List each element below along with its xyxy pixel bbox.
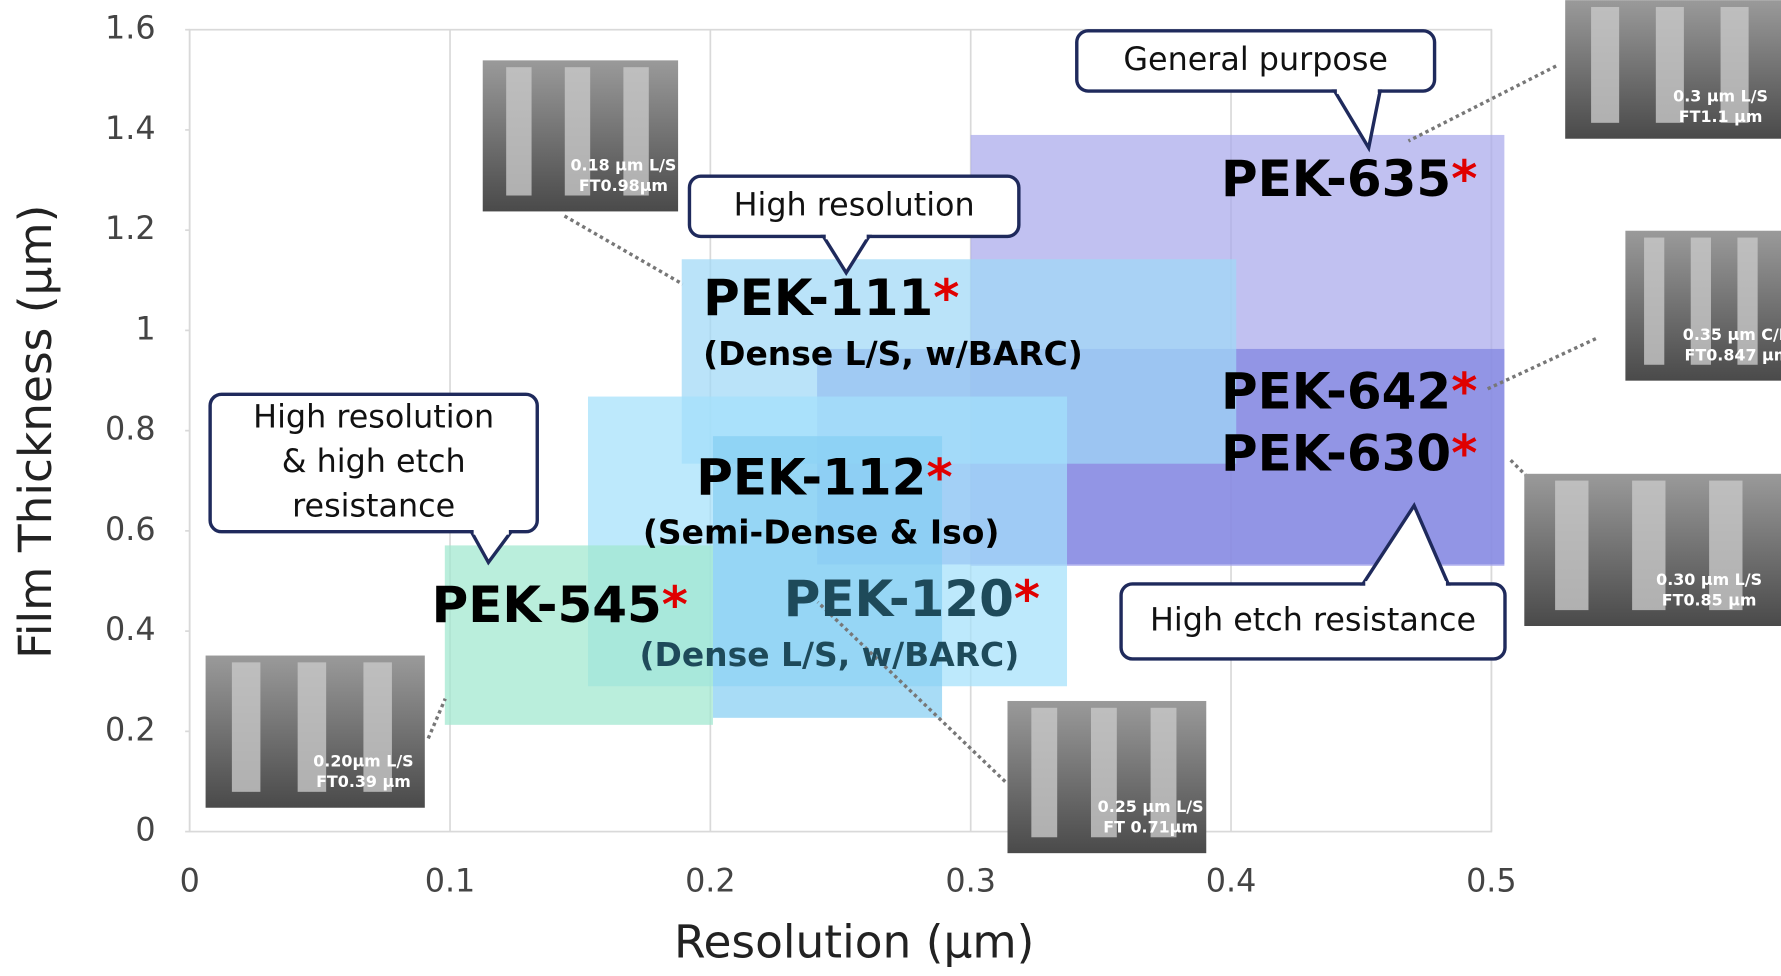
leader-line (563, 214, 684, 286)
y-tick-label: 0 (135, 812, 155, 849)
product-note: (Semi-Dense & Iso) (643, 513, 1000, 552)
asterisk: * (933, 269, 959, 327)
asterisk: * (1451, 149, 1477, 207)
image-caption: 0.20µm L/S (313, 752, 413, 771)
y-tick-label: 0.2 (105, 711, 156, 748)
image-caption: FT 0.71µm (1103, 817, 1198, 836)
x-tick-label: 0.2 (685, 863, 736, 900)
product-label: PEK-545* (432, 575, 688, 633)
sem-line (1555, 480, 1589, 611)
product-name: PEK-120 (784, 570, 1014, 628)
sem-line (1591, 6, 1620, 123)
sem-line (1632, 480, 1666, 611)
product-name: PEK-112 (696, 448, 926, 506)
x-tick-label: 0.4 (1206, 863, 1257, 900)
sem-line (1644, 237, 1665, 365)
asterisk: * (926, 448, 952, 506)
callout-text: High resolution (253, 399, 494, 436)
product-note: (Dense L/S, w/BARC) (703, 334, 1083, 373)
y-tick-label: 1 (135, 310, 155, 347)
asterisk: * (1451, 362, 1477, 420)
product-label: PEK-630* (1221, 424, 1477, 482)
product-label: PEK-111* (703, 269, 959, 327)
leader-line (816, 600, 1007, 783)
product-note: (Dense L/S, w/BARC) (639, 635, 1019, 674)
image-caption: FT0.39 µm (316, 772, 411, 791)
leader-line (1407, 64, 1557, 143)
x-tick-label: 0.1 (425, 863, 476, 900)
asterisk: * (662, 575, 688, 633)
image-caption: FT0.85 µm (1662, 590, 1757, 609)
product-label: PEK-635* (1221, 149, 1477, 207)
region (444, 545, 713, 725)
y-tick-label: 1.6 (105, 10, 156, 47)
sem-line (506, 67, 532, 196)
sem-line (1690, 237, 1711, 365)
product-label: PEK-642* (1221, 362, 1477, 420)
product-name: PEK-111 (703, 269, 933, 327)
product-name: PEK-642 (1221, 362, 1451, 420)
product-label: PEK-120* (784, 570, 1040, 628)
sem-line (1031, 707, 1058, 838)
image-caption: FT1.1 µm (1679, 107, 1763, 126)
callout-text: High resolution (734, 186, 975, 223)
image-caption: 0.25 µm L/S (1098, 797, 1204, 816)
sem-line (231, 662, 261, 792)
product-name: PEK-630 (1221, 424, 1451, 482)
x-tick-label: 0.3 (945, 863, 996, 900)
sem-line (1709, 480, 1743, 611)
sem-line (1150, 707, 1177, 838)
image-caption: 0.3 µm L/S (1673, 87, 1768, 106)
image-caption: 0.30 µm L/S (1656, 570, 1762, 589)
y-tick-label: 1.4 (105, 110, 156, 147)
x-tick-label: 0.5 (1466, 863, 1517, 900)
callout-box (1119, 582, 1507, 661)
asterisk: * (1014, 570, 1040, 628)
y-tick-label: 0.6 (105, 511, 156, 548)
product-name: PEK-545 (432, 575, 662, 633)
region (712, 436, 943, 718)
sem-line (623, 67, 649, 196)
y-tick-label: 1.2 (105, 210, 156, 247)
x-tick-label: 0 (180, 863, 200, 900)
image-caption: 0.18 µm L/S (570, 156, 676, 175)
product-label: PEK-112* (696, 448, 952, 506)
x-axis-title: Resolution (µm) (674, 916, 1034, 969)
product-name: PEK-635 (1221, 149, 1451, 207)
callout-box (1075, 29, 1437, 93)
callout-text: & high etch (282, 443, 466, 480)
y-axis-title: Film Thickness (µm) (9, 205, 62, 659)
callout-text: General purpose (1123, 41, 1388, 78)
asterisk: * (1451, 424, 1477, 482)
callout-text: resistance (292, 487, 455, 524)
sem-line (1737, 237, 1758, 365)
sem-line (363, 662, 392, 792)
sem-line (297, 662, 327, 792)
callout-box (208, 392, 539, 534)
callout-text: High etch resistance (1150, 601, 1476, 638)
y-tick-label: 0.8 (105, 411, 156, 448)
image-caption: 0.35 µm C/H (1683, 325, 1781, 344)
image-caption: FT0.847 µm (1685, 346, 1781, 365)
sem-line (564, 67, 591, 196)
image-caption: FT0.98µm (579, 176, 668, 195)
y-tick-label: 0.4 (105, 611, 156, 648)
sem-line (1720, 6, 1749, 123)
sem-line (1655, 6, 1684, 123)
leader-line (426, 698, 447, 740)
sem-line (1090, 707, 1117, 838)
